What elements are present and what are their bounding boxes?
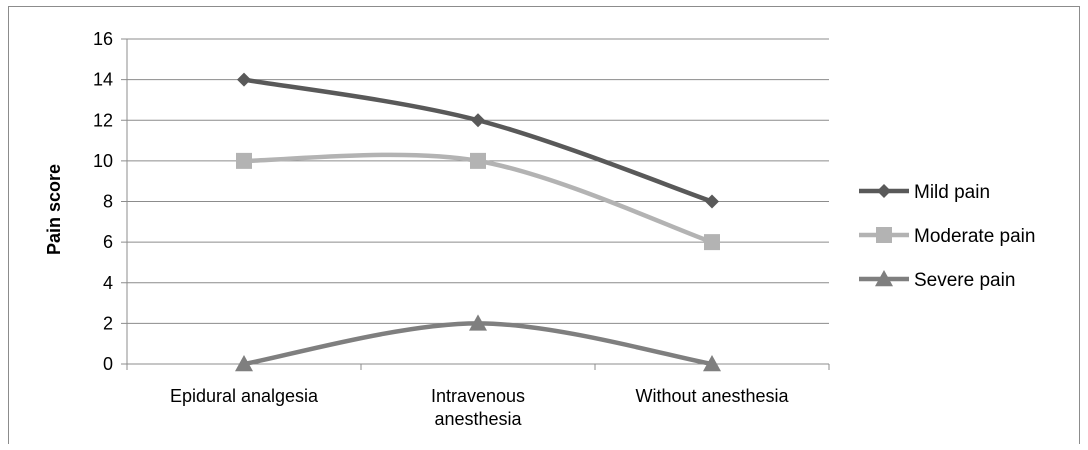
data-point-severe-pain xyxy=(235,355,253,372)
legend-swatch-marker xyxy=(875,270,893,287)
series-line-mild-pain xyxy=(241,77,715,204)
y-tick-label: 14 xyxy=(93,70,113,90)
y-tick-label: 8 xyxy=(103,192,113,212)
data-point-mild-pain xyxy=(237,72,251,87)
data-point-severe-pain xyxy=(703,355,721,372)
legend-swatch-marker xyxy=(877,184,891,198)
data-point-moderate-pain xyxy=(470,152,486,169)
y-tick-label: 6 xyxy=(103,232,113,252)
line-chart: 0 2 4 6 8 10 12 14 16 Epidural analgesia Intraveno… xyxy=(44,29,1035,429)
x-category-label: Without anesthesia xyxy=(635,386,789,406)
legend-item-mild-pain: Mild pain xyxy=(859,182,990,203)
chart-frame: 0 2 4 6 8 10 12 14 16 Epidural analgesia Intraveno… xyxy=(8,6,1080,444)
y-tick-label: 0 xyxy=(103,354,113,374)
legend: Mild pain Moderate pain Severe pain xyxy=(859,182,1035,291)
data-point-moderate-pain xyxy=(236,152,252,169)
legend-item-severe-pain: Severe pain xyxy=(859,270,1015,291)
y-tick-label: 12 xyxy=(93,110,113,130)
series-mild-pain xyxy=(237,72,719,209)
x-category-label: Intravenous anesthesia xyxy=(431,386,525,429)
data-point-mild-pain xyxy=(471,113,485,128)
y-tick-label: 10 xyxy=(93,151,113,171)
data-point-moderate-pain xyxy=(704,234,720,251)
series xyxy=(235,72,721,372)
legend-label: Moderate pain xyxy=(914,226,1035,247)
y-tick-label: 4 xyxy=(103,273,113,293)
axes: 0 2 4 6 8 10 12 14 16 Epidural analgesia Intraveno… xyxy=(93,29,830,429)
y-tick-label: 2 xyxy=(103,313,113,333)
legend-label: Severe pain xyxy=(914,270,1015,291)
legend-label: Mild pain xyxy=(914,182,990,203)
legend-swatch-marker xyxy=(876,227,892,243)
data-point-mild-pain xyxy=(705,194,719,209)
legend-item-moderate-pain: Moderate pain xyxy=(859,226,1035,247)
y-axis-title: Pain score xyxy=(44,164,64,255)
y-tick-label: 16 xyxy=(93,29,113,49)
gridlines xyxy=(127,38,829,324)
x-category-label: Epidural analgesia xyxy=(170,386,319,406)
series-moderate-pain xyxy=(236,152,720,251)
data-point-severe-pain xyxy=(469,314,487,331)
series-severe-pain xyxy=(235,314,721,372)
